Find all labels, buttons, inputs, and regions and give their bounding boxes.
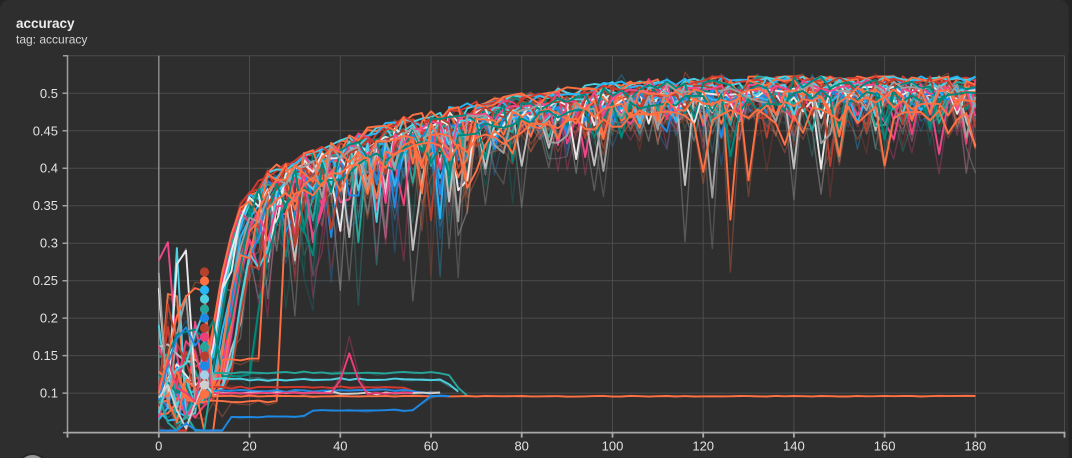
svg-text:0.35: 0.35 (33, 198, 58, 213)
svg-text:160: 160 (874, 439, 896, 454)
svg-text:accuracy: accuracy (16, 16, 75, 31)
svg-text:100: 100 (602, 439, 624, 454)
svg-text:0.25: 0.25 (33, 273, 58, 288)
svg-text:0: 0 (155, 439, 162, 454)
svg-text:0.15: 0.15 (33, 348, 58, 363)
svg-text:0.3: 0.3 (40, 236, 58, 251)
svg-text:60: 60 (424, 439, 438, 454)
svg-text:0.5: 0.5 (40, 86, 58, 101)
svg-text:140: 140 (783, 439, 805, 454)
svg-text:0.2: 0.2 (40, 311, 58, 326)
svg-text:120: 120 (692, 439, 714, 454)
svg-text:0.4: 0.4 (40, 161, 58, 176)
svg-text:0.1: 0.1 (40, 386, 58, 401)
svg-text:180: 180 (965, 439, 987, 454)
svg-text:0.45: 0.45 (33, 123, 58, 138)
svg-text:20: 20 (242, 439, 256, 454)
svg-text:40: 40 (333, 439, 347, 454)
svg-text:tag: accuracy: tag: accuracy (16, 33, 87, 47)
svg-text:80: 80 (514, 439, 528, 454)
